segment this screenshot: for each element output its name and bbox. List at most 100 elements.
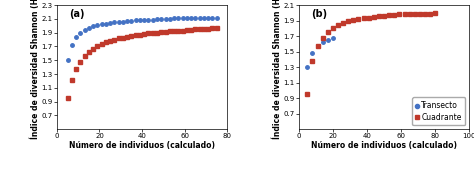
- Transecto: [320, 41, 326, 43]
- Transecto: [69, 44, 74, 46]
- Cuadrante: [120, 37, 126, 39]
- Cuadrante: [351, 19, 356, 21]
- Cuadrante: [401, 13, 407, 15]
- Cuadrante: [201, 28, 207, 30]
- Transecto: [146, 19, 151, 21]
- Line: Transecto: Transecto: [306, 36, 335, 69]
- Transecto: [171, 17, 177, 19]
- Cuadrante: [214, 27, 219, 29]
- Cuadrante: [184, 29, 190, 31]
- Cuadrante: [366, 16, 372, 19]
- Cuadrante: [205, 28, 211, 30]
- Transecto: [158, 18, 164, 20]
- Cuadrante: [133, 34, 138, 36]
- Cuadrante: [163, 31, 168, 33]
- Cuadrante: [356, 18, 361, 20]
- Cuadrante: [82, 55, 87, 57]
- Cuadrante: [422, 13, 428, 15]
- Cuadrante: [210, 27, 215, 29]
- Transecto: [163, 18, 168, 20]
- Cuadrante: [154, 32, 160, 34]
- Transecto: [167, 18, 173, 20]
- Cuadrante: [64, 97, 70, 99]
- Transecto: [184, 17, 190, 19]
- Transecto: [315, 45, 320, 47]
- Cuadrante: [107, 40, 113, 42]
- Transecto: [188, 17, 194, 19]
- Transecto: [107, 22, 113, 24]
- Transecto: [150, 19, 155, 21]
- Transecto: [214, 16, 219, 19]
- Transecto: [99, 23, 104, 25]
- Transecto: [90, 26, 96, 28]
- Cuadrante: [417, 13, 423, 15]
- Transecto: [94, 24, 100, 26]
- Transecto: [330, 37, 336, 39]
- Cuadrante: [77, 61, 83, 63]
- Cuadrante: [340, 22, 346, 24]
- Cuadrante: [99, 43, 104, 45]
- Cuadrante: [86, 51, 91, 53]
- Cuadrante: [94, 45, 100, 47]
- Legend: Transecto, Cuadrante: Transecto, Cuadrante: [412, 97, 465, 125]
- Cuadrante: [116, 37, 121, 39]
- Text: (b): (b): [311, 9, 327, 19]
- Transecto: [120, 21, 126, 23]
- Cuadrante: [188, 29, 194, 31]
- Cuadrante: [376, 15, 382, 17]
- Cuadrante: [69, 79, 74, 81]
- Cuadrante: [361, 17, 366, 19]
- Transecto: [73, 36, 79, 38]
- Cuadrante: [320, 37, 326, 39]
- Transecto: [310, 52, 315, 54]
- Cuadrante: [397, 13, 402, 15]
- Transecto: [86, 27, 91, 29]
- Transecto: [77, 32, 83, 34]
- Cuadrante: [111, 39, 117, 41]
- Cuadrante: [73, 67, 79, 70]
- Cuadrante: [146, 32, 151, 34]
- Y-axis label: Índice de diversidad Shannon (H): Índice de diversidad Shannon (H): [273, 0, 282, 139]
- Transecto: [82, 29, 87, 31]
- Text: (a): (a): [69, 9, 84, 19]
- Cuadrante: [335, 24, 341, 26]
- Transecto: [116, 21, 121, 23]
- Cuadrante: [128, 35, 134, 37]
- Cuadrante: [381, 15, 387, 17]
- Transecto: [180, 17, 185, 19]
- Cuadrante: [150, 32, 155, 34]
- Cuadrante: [432, 12, 438, 14]
- Transecto: [201, 16, 207, 19]
- Transecto: [128, 20, 134, 22]
- Cuadrante: [427, 13, 433, 15]
- X-axis label: Número de individuos (calculado): Número de individuos (calculado): [69, 141, 215, 150]
- Cuadrante: [325, 31, 331, 33]
- Cuadrante: [386, 14, 392, 16]
- Cuadrante: [330, 27, 336, 29]
- X-axis label: Número de individuos (calculado): Número de individuos (calculado): [311, 141, 457, 150]
- Cuadrante: [197, 28, 202, 30]
- Transecto: [64, 59, 70, 61]
- Cuadrante: [315, 45, 320, 47]
- Cuadrante: [175, 30, 181, 32]
- Cuadrante: [180, 30, 185, 32]
- Transecto: [304, 66, 310, 68]
- Line: Cuadrante: Cuadrante: [306, 11, 437, 96]
- Cuadrante: [192, 28, 198, 30]
- Cuadrante: [171, 30, 177, 32]
- Cuadrante: [137, 34, 143, 36]
- Line: Cuadrante: Cuadrante: [66, 26, 219, 100]
- Cuadrante: [304, 93, 310, 95]
- Cuadrante: [310, 60, 315, 62]
- Transecto: [205, 16, 211, 19]
- Transecto: [175, 17, 181, 19]
- Cuadrante: [167, 30, 173, 32]
- Transecto: [325, 39, 331, 41]
- Transecto: [103, 23, 109, 25]
- Transecto: [154, 18, 160, 20]
- Cuadrante: [90, 47, 96, 50]
- Cuadrante: [407, 13, 412, 15]
- Cuadrante: [392, 14, 397, 16]
- Cuadrante: [346, 20, 351, 22]
- Line: Transecto: Transecto: [66, 16, 219, 62]
